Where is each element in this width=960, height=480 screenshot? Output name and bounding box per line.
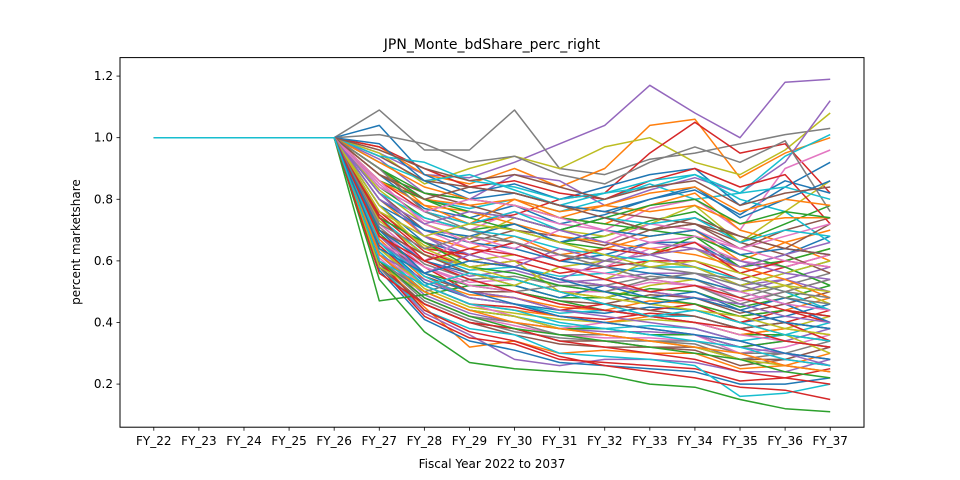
series-line-100: [153, 136, 831, 342]
x-tick-label: FY_27: [362, 434, 398, 448]
x-tick-label: FY_33: [632, 434, 668, 448]
y-tick-label: 1.2: [94, 69, 113, 83]
series-line-94: [153, 136, 831, 268]
series-line-3: [153, 112, 831, 185]
series-line-1: [153, 109, 831, 176]
x-tick-label: FY_31: [542, 434, 578, 448]
x-tick-label: FY_37: [812, 434, 848, 448]
x-tick-label: FY_22: [136, 434, 172, 448]
x-tick-label: FY_30: [497, 434, 533, 448]
x-tick-label: FY_29: [452, 434, 488, 448]
x-tick-label: FY_34: [677, 434, 713, 448]
x-tick-label: FY_36: [767, 434, 803, 448]
x-tick-label: FY_28: [407, 434, 443, 448]
series-layer: [153, 78, 831, 413]
y-axis: 0.2 0.4 0.6 0.8 1.0 1.2: [94, 69, 120, 391]
x-tick-label: FY_35: [722, 434, 758, 448]
y-tick-label: 0.8: [94, 192, 113, 206]
y-tick-label: 0.6: [94, 254, 113, 268]
x-axis: FY_22 FY_23 FY_24 FY_25 FY_26 FY_27 FY_28 FY_29…: [136, 427, 848, 448]
x-tick-label: FY_24: [226, 434, 262, 448]
y-tick-label: 0.2: [94, 377, 113, 391]
x-axis-label: Fiscal Year 2022 to 2037: [419, 457, 566, 471]
x-tick-label: FY_23: [181, 434, 217, 448]
y-tick-label: 1.0: [94, 131, 113, 145]
y-tick-label: 0.4: [94, 315, 113, 329]
x-tick-label: FY_26: [316, 434, 352, 448]
plot-frame: [119, 57, 865, 428]
y-axis-label: percent marketshare: [69, 179, 83, 305]
chart-title: JPN_Monte_bdShare_perc_right: [383, 37, 601, 53]
x-tick-label: FY_32: [587, 434, 623, 448]
x-tick-label: FY_25: [271, 434, 307, 448]
